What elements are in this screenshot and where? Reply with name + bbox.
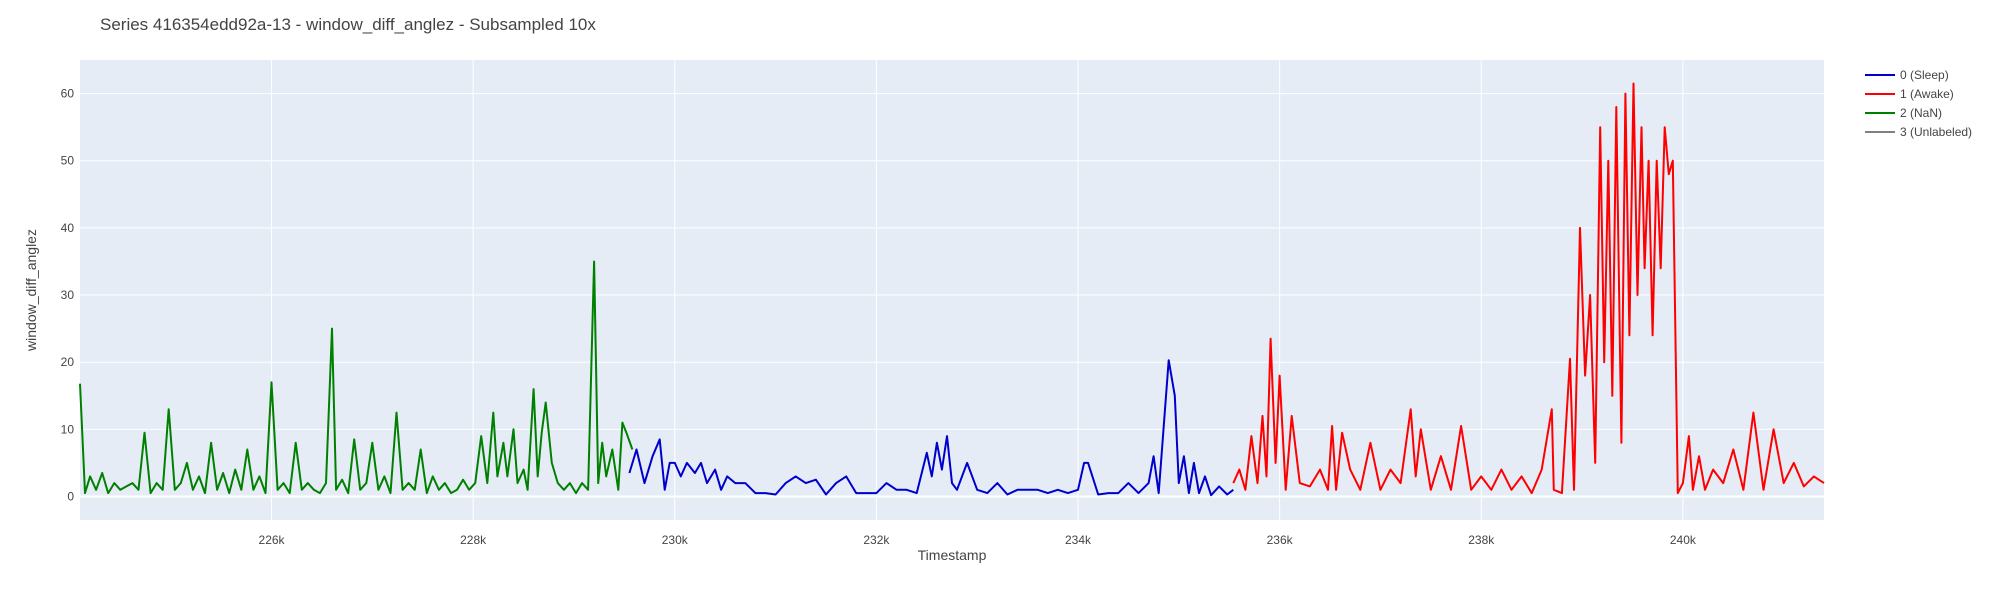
x-tick-label: 230k xyxy=(662,533,689,547)
y-tick-label: 60 xyxy=(61,87,75,101)
x-tick-label: 240k xyxy=(1670,533,1697,547)
x-tick-label: 228k xyxy=(460,533,487,547)
x-tick-label: 236k xyxy=(1267,533,1294,547)
legend-label: 2 (NaN) xyxy=(1900,106,1942,120)
y-tick-label: 0 xyxy=(67,489,74,503)
legend-label: 1 (Awake) xyxy=(1900,87,1954,101)
plot-area xyxy=(80,60,1824,520)
y-tick-label: 20 xyxy=(61,355,75,369)
y-axis-title: window_diff_anglez xyxy=(23,229,39,352)
y-tick-label: 50 xyxy=(61,154,75,168)
legend-label: 0 (Sleep) xyxy=(1900,68,1949,82)
x-tick-label: 234k xyxy=(1065,533,1092,547)
legend-item-3[interactable]: 3 (Unlabeled) xyxy=(1865,125,1972,139)
y-axis-ticks: 0 10 20 30 40 50 60 xyxy=(61,87,75,504)
x-axis-title: Timestamp xyxy=(918,547,987,563)
y-tick-label: 10 xyxy=(61,422,75,436)
legend-item-1[interactable]: 1 (Awake) xyxy=(1865,87,1954,101)
x-tick-label: 232k xyxy=(863,533,890,547)
y-tick-label: 30 xyxy=(61,288,75,302)
legend[interactable]: 0 (Sleep) 1 (Awake) 2 (NaN) 3 (Unlabeled) xyxy=(1865,68,1972,139)
y-tick-label: 40 xyxy=(61,221,75,235)
x-tick-label: 226k xyxy=(259,533,286,547)
chart-title: Series 416354edd92a-13 - window_diff_ang… xyxy=(100,15,596,34)
x-tick-label: 238k xyxy=(1468,533,1495,547)
legend-item-0[interactable]: 0 (Sleep) xyxy=(1865,68,1949,82)
legend-item-2[interactable]: 2 (NaN) xyxy=(1865,106,1942,120)
x-axis-ticks: 226k 228k 230k 232k 234k 236k 238k 240k xyxy=(259,533,1697,547)
legend-label: 3 (Unlabeled) xyxy=(1900,125,1972,139)
